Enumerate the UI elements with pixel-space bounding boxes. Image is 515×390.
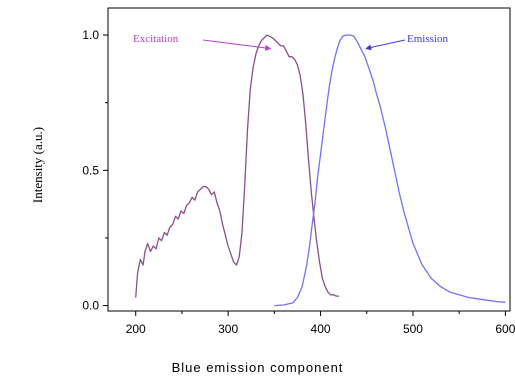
annotation-arrow	[365, 39, 406, 51]
annotation-layer: Excitation Emission	[133, 33, 448, 51]
x-tick-label: 300	[218, 322, 238, 336]
x-tick-label: 500	[403, 322, 423, 336]
annotation-excitation: Excitation	[133, 33, 179, 45]
y-tick-label: 0.5	[82, 163, 99, 177]
series-line-excitation	[135, 34, 339, 298]
x-tick-label: 400	[311, 322, 331, 336]
axes: 200 300 400 500 600 0.0 0.5 1.0	[82, 7, 515, 336]
series-line-emission	[274, 34, 506, 307]
annotation-arrow	[202, 39, 272, 51]
plot-frame	[107, 7, 511, 312]
y-tick-label: 1.0	[82, 28, 99, 42]
y-tick-label: 0.0	[82, 299, 99, 313]
y-axis-title: Intensity (a.u.)	[30, 127, 45, 203]
x-tick-label: 600	[495, 322, 515, 336]
x-tick-label: 200	[126, 322, 146, 336]
annotation-emission: Emission	[407, 33, 448, 45]
chart-caption: Blue emission component	[171, 360, 344, 375]
series-layer	[135, 34, 506, 307]
